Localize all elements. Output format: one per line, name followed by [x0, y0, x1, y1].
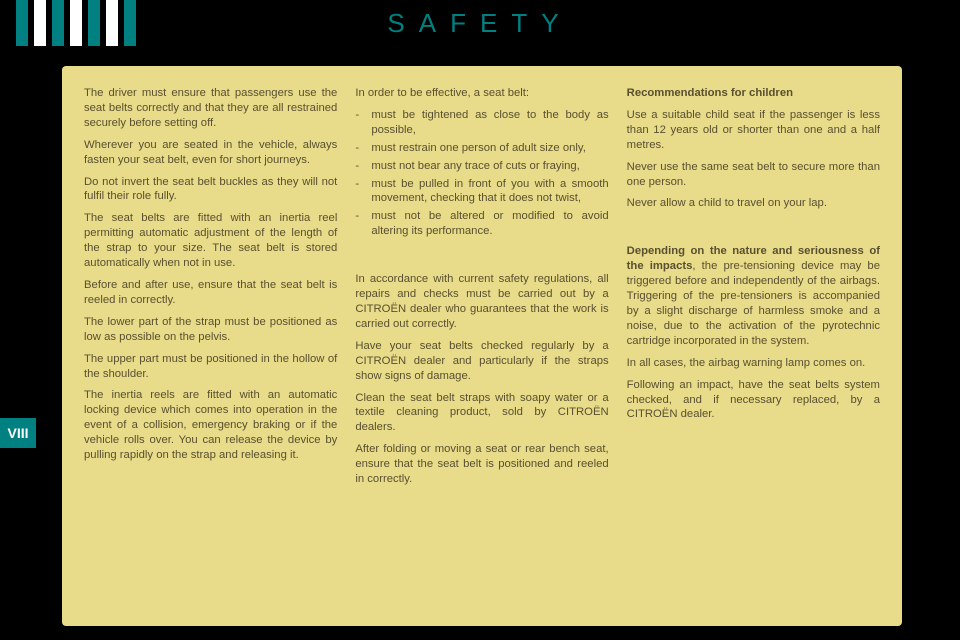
paragraph: The inertia reels are fitted with an aut…	[84, 388, 337, 463]
chapter-tab: VIII	[0, 418, 36, 448]
paragraph: Depending on the nature and seriousness …	[627, 244, 880, 348]
paragraph: After folding or moving a seat or rear b…	[355, 442, 608, 487]
list-item: must restrain one person of adult size o…	[355, 141, 608, 156]
paragraph: The driver must ensure that passengers u…	[84, 86, 337, 131]
content-panel: The driver must ensure that passengers u…	[62, 66, 902, 626]
paragraph: In all cases, the airbag warning lamp co…	[627, 356, 880, 371]
subheading: Recommendations for children	[627, 86, 880, 101]
paragraph: The lower part of the strap must be posi…	[84, 315, 337, 345]
paragraph: Have your seat belts checked regularly b…	[355, 339, 608, 384]
paragraph: Use a suitable child seat if the passeng…	[627, 108, 880, 153]
spacer	[355, 246, 608, 272]
page-title: SAFETY	[0, 8, 960, 39]
paragraph: Wherever you are seated in the vehicle, …	[84, 138, 337, 168]
inline-text: , the pre-tensioning device may be trigg…	[627, 260, 880, 347]
paragraph: In accordance with current safety regula…	[355, 272, 608, 332]
paragraph: Do not invert the seat belt buckles as t…	[84, 175, 337, 205]
list-item: must not be altered or modified to avoid…	[355, 209, 608, 239]
list-intro: In order to be effective, a seat belt:	[355, 86, 608, 101]
list-item: must be tightened as close to the body a…	[355, 108, 608, 138]
paragraph: Never use the same seat belt to secure m…	[627, 160, 880, 190]
bullet-list: must be tightened as close to the body a…	[355, 108, 608, 239]
column-3: Recommendations for children Use a suita…	[627, 86, 880, 606]
list-item: must not bear any trace of cuts or frayi…	[355, 159, 608, 174]
column-2: In order to be effective, a seat belt: m…	[355, 86, 608, 606]
paragraph: The upper part must be positioned in the…	[84, 352, 337, 382]
spacer	[627, 218, 880, 244]
paragraph: The seat belts are fitted with an inerti…	[84, 211, 337, 271]
paragraph: Clean the seat belt straps with soapy wa…	[355, 391, 608, 436]
column-1: The driver must ensure that passengers u…	[84, 86, 337, 606]
paragraph: Following an impact, have the seat belts…	[627, 378, 880, 423]
paragraph: Never allow a child to travel on your la…	[627, 196, 880, 211]
list-item: must be pulled in front of you with a sm…	[355, 177, 608, 207]
paragraph: Before and after use, ensure that the se…	[84, 278, 337, 308]
